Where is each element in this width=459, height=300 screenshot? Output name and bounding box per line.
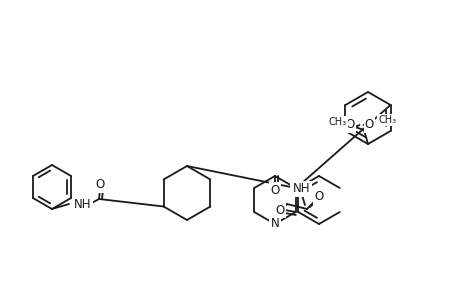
Text: O: O: [345, 118, 354, 131]
Text: N: N: [270, 218, 279, 230]
Text: O: O: [95, 178, 104, 191]
Text: NH: NH: [74, 197, 91, 211]
Text: O: O: [274, 203, 284, 217]
Text: O: O: [364, 118, 373, 131]
Text: O: O: [270, 184, 279, 196]
Text: CH₃: CH₃: [328, 117, 346, 127]
Text: O: O: [313, 190, 323, 203]
Text: CH₃: CH₃: [378, 115, 396, 125]
Text: N: N: [291, 182, 300, 194]
Text: NH: NH: [293, 182, 310, 196]
